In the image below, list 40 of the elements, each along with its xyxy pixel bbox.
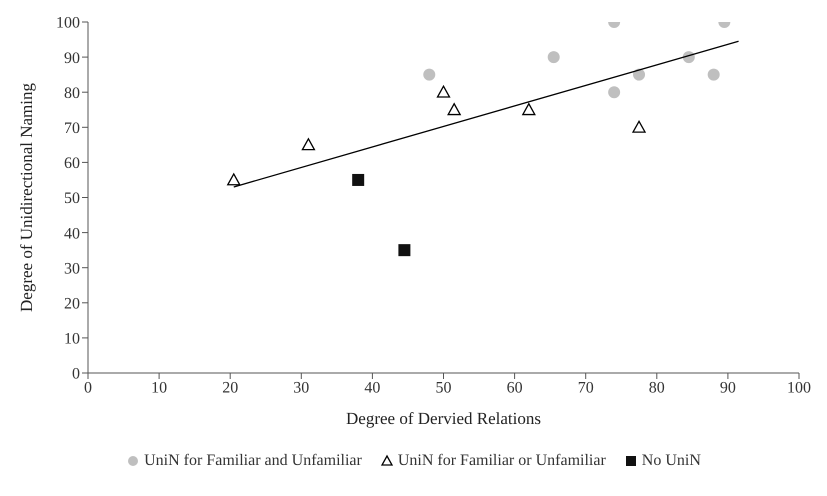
point xyxy=(423,68,436,81)
x-tick-label: 10 xyxy=(151,379,168,396)
x-tick-label: 60 xyxy=(506,379,523,396)
point xyxy=(227,173,240,186)
x-tick-label: 30 xyxy=(293,379,310,396)
x-tick-label: 100 xyxy=(787,379,811,396)
point xyxy=(608,86,620,98)
y-tick-label: 60 xyxy=(64,155,80,172)
point xyxy=(632,120,646,133)
point xyxy=(522,103,536,116)
y-tick-label: 90 xyxy=(64,50,80,67)
y-tick-label: 30 xyxy=(64,260,80,278)
x-tick-label: 80 xyxy=(648,379,665,396)
x-tick-label: 50 xyxy=(436,379,452,396)
legend-label: UniN for Familiar or Unfamiliar xyxy=(396,452,606,470)
point xyxy=(448,103,461,116)
point xyxy=(548,51,560,64)
y-tick-label: 70 xyxy=(64,120,80,137)
point xyxy=(302,138,316,150)
point xyxy=(352,174,364,186)
x-axis-title: Degree of Dervied Relations xyxy=(346,409,541,428)
x-tick-label: 40 xyxy=(364,379,380,396)
y-tick-label: 100 xyxy=(56,14,80,32)
y-tick-label: 20 xyxy=(64,295,80,312)
y-tick-label: 40 xyxy=(64,225,80,242)
point xyxy=(436,86,450,98)
point xyxy=(708,68,720,81)
x-tick-label: 0 xyxy=(84,379,92,396)
y-tick-label: 10 xyxy=(64,330,80,348)
x-tick-label: 20 xyxy=(222,379,238,396)
point xyxy=(398,244,410,256)
y-tick-label: 80 xyxy=(64,84,80,102)
x-tick-label: 70 xyxy=(578,379,594,396)
y-tick-label: 50 xyxy=(64,190,80,208)
legend-label: No UniN xyxy=(640,452,701,470)
y-tick-label: 0 xyxy=(72,366,80,383)
x-tick-label: 90 xyxy=(720,379,736,396)
y-axis-title: Degree of Unidirectional Naming xyxy=(17,82,36,312)
point xyxy=(633,68,646,81)
legend-label: UniN for Familiar and Unfamiliar xyxy=(143,452,362,470)
